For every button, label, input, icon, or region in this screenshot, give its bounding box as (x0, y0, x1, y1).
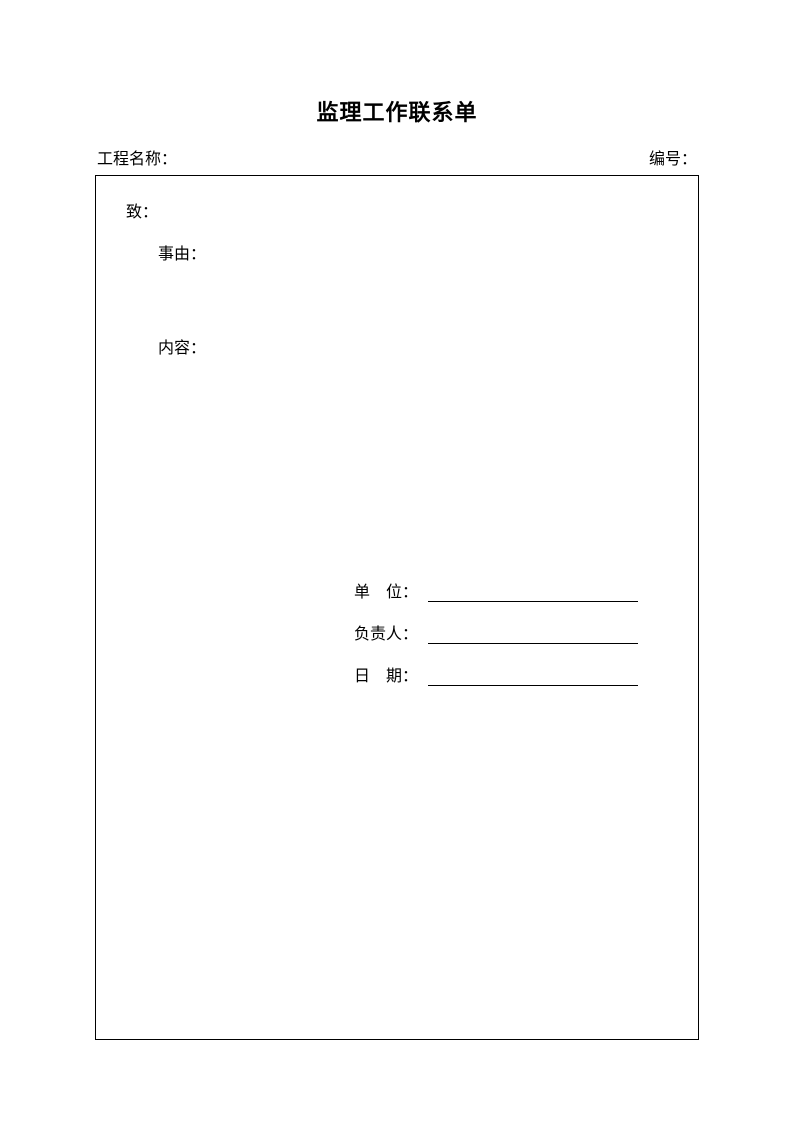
document-title: 监理工作联系单 (95, 95, 699, 127)
content-field-label: 内容： (158, 334, 668, 358)
project-name-label: 工程名称： (97, 145, 177, 169)
signature-block: 单 位： 负责人： 日 期： (354, 576, 638, 702)
date-underline (428, 666, 638, 686)
date-label: 日 期： (354, 662, 426, 686)
person-row: 负责人： (354, 618, 638, 644)
document-page: 监理工作联系单 工程名称： 编号： 致： 事由： 内容： 单 位： 负责人： 日… (0, 0, 794, 1123)
person-underline (428, 624, 638, 644)
unit-row: 单 位： (354, 576, 638, 602)
form-box: 致： 事由： 内容： 单 位： 负责人： 日 期： (95, 175, 699, 1040)
to-field-label: 致： (126, 198, 668, 222)
number-label: 编号： (649, 145, 697, 169)
header-row: 工程名称： 编号： (95, 145, 699, 169)
reason-field-label: 事由： (158, 240, 668, 264)
person-label: 负责人： (354, 620, 426, 644)
unit-label: 单 位： (354, 578, 426, 602)
unit-underline (428, 582, 638, 602)
date-row: 日 期： (354, 660, 638, 686)
